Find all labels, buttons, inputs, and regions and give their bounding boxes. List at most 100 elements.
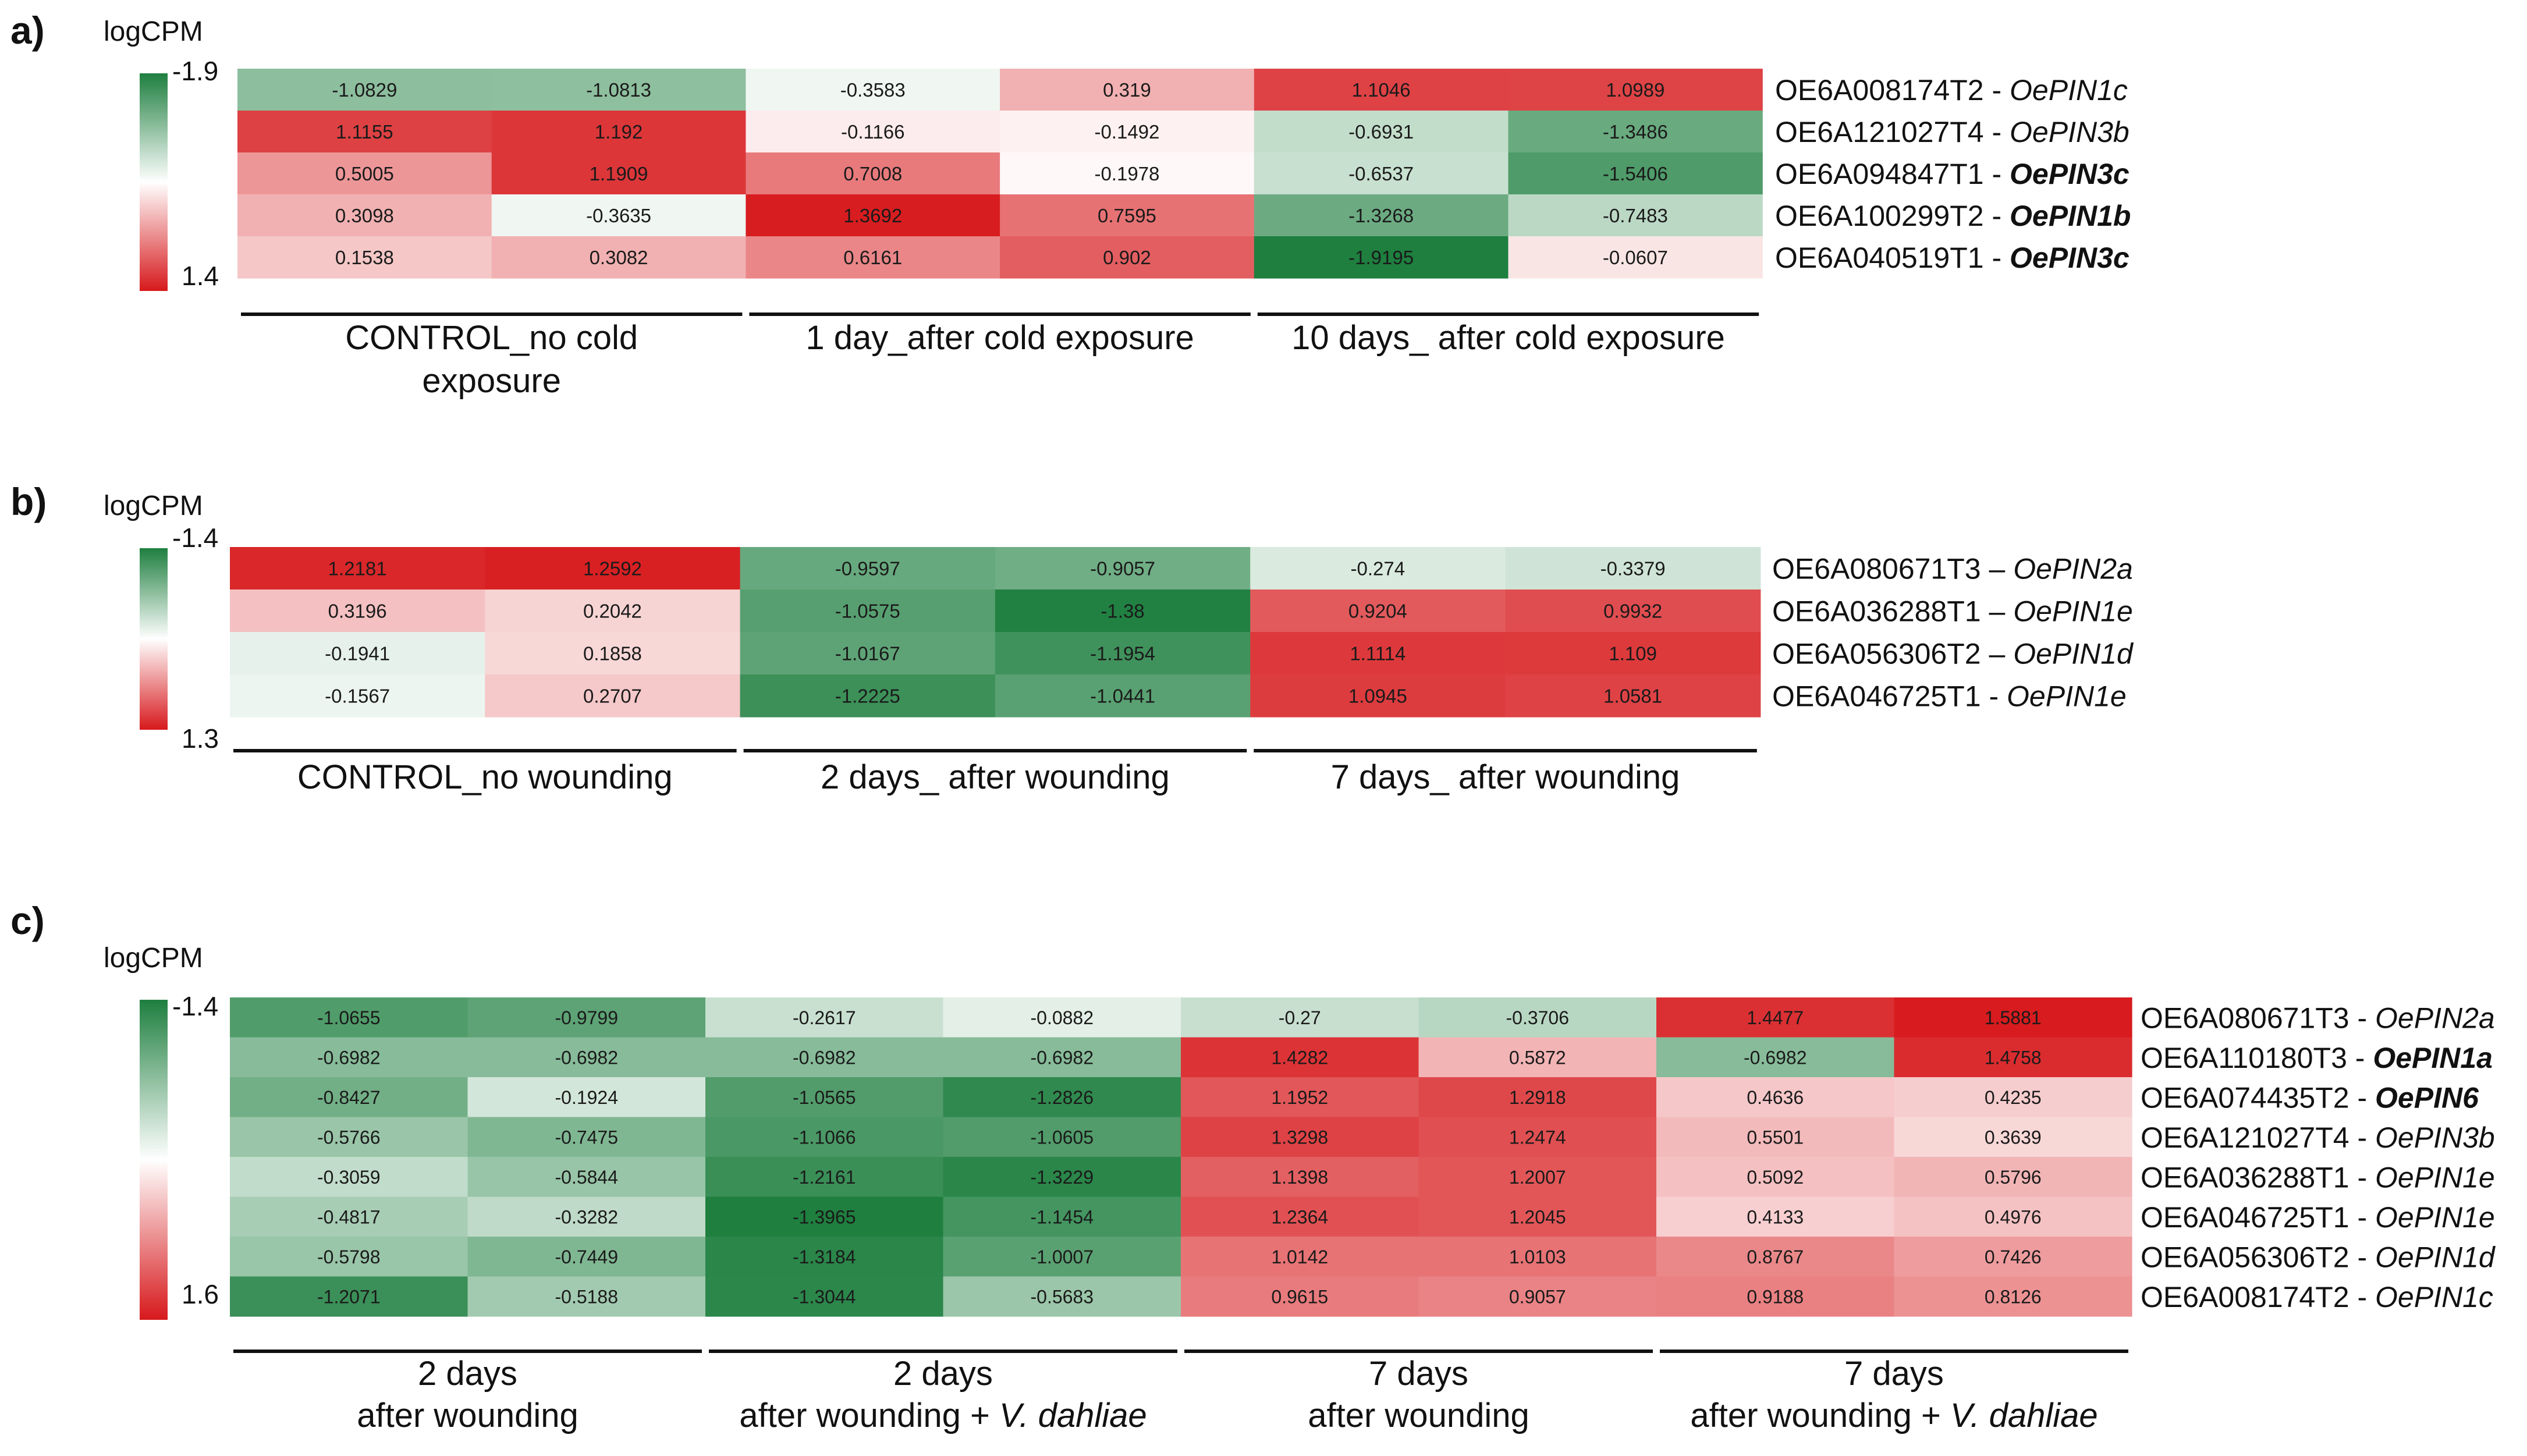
row-label: OE6A056306T2 - OePIN1d — [2141, 1241, 2496, 1273]
group-label: 10 days_ after cold exposure — [1291, 319, 1725, 357]
heatmap-cell — [1181, 1157, 1419, 1198]
cell-value-label: 0.4636 — [1747, 1087, 1804, 1108]
row-label: OE6A046725T1 - OePIN1e — [2141, 1201, 2495, 1234]
heatmap-cell — [1418, 1196, 1657, 1237]
cell-value-label: 0.9188 — [1747, 1286, 1804, 1307]
cell-value-label: -1.0565 — [793, 1087, 856, 1108]
heatmap-cell — [467, 1237, 706, 1277]
cell-value-label: 0.5796 — [1985, 1167, 2042, 1188]
group-label: 2 days — [418, 1355, 517, 1393]
cell-value-label: 1.3692 — [843, 205, 902, 226]
row-id: OE6A056306T2 – — [1772, 638, 2013, 670]
heatmap-cell — [1894, 1276, 2132, 1317]
heatmap-cell — [1505, 589, 1761, 633]
heatmap-cell — [943, 1077, 1181, 1118]
heatmap-cell — [467, 1037, 706, 1078]
cell-value-label: -1.0605 — [1030, 1127, 1094, 1148]
heatmap-cell — [1508, 152, 1763, 195]
heatmap-cell — [467, 1276, 706, 1317]
colorbar-title: logCPM — [104, 16, 203, 47]
heatmap-cell — [1250, 674, 1506, 718]
row-label: OE6A036288T1 - OePIN1e — [2141, 1161, 2495, 1194]
heatmap-cell — [1894, 997, 2132, 1038]
heatmap-cell — [230, 589, 485, 633]
panel-label: b) — [10, 480, 47, 523]
heatmap-cell — [705, 1237, 944, 1277]
cell-value-label: -0.0607 — [1603, 247, 1668, 268]
heatmap-cell — [485, 674, 741, 718]
row-gene-name: OePIN1d — [2375, 1241, 2496, 1273]
heatmap-cell — [1418, 1157, 1657, 1198]
row-gene-name: OePIN3c — [2010, 158, 2130, 190]
cell-value-label: 0.7008 — [843, 163, 902, 184]
heatmap-cell — [1656, 1196, 1895, 1237]
cell-value-label: 1.2045 — [1509, 1206, 1566, 1227]
cell-value-label: -1.3229 — [1030, 1167, 1094, 1188]
cell-value-label: -0.5844 — [555, 1167, 618, 1188]
heatmap-cell — [746, 69, 1000, 111]
cell-value-label: 0.4133 — [1747, 1206, 1804, 1227]
cell-value-label: -0.9799 — [555, 1007, 618, 1028]
cell-value-label: 0.8126 — [1985, 1286, 2042, 1307]
row-id: OE6A008174T2 - — [2141, 1281, 2375, 1313]
heatmap-cell — [740, 589, 996, 633]
heatmap-cell — [1894, 1196, 2132, 1237]
heatmap-cell — [740, 674, 996, 718]
heatmap-cell — [1894, 1117, 2132, 1157]
cell-value-label: -1.3184 — [793, 1247, 856, 1267]
cell-value-label: 0.9204 — [1348, 600, 1407, 622]
heatmap-cell — [230, 1276, 469, 1317]
cell-value-label: -0.1978 — [1094, 163, 1159, 184]
group-label: 2 days — [893, 1355, 993, 1393]
cell-value-label: -0.3583 — [840, 79, 906, 101]
row-id: OE6A121027T4 - — [1775, 116, 2010, 148]
row-gene-name: OePIN3c — [2010, 242, 2130, 274]
cell-value-label: 1.1046 — [1352, 79, 1411, 101]
cell-value-label: 0.3098 — [335, 205, 394, 226]
colorbar-max-label: 1.6 — [182, 1279, 219, 1309]
row-label: OE6A074435T2 - OePIN6 — [2141, 1081, 2479, 1114]
cell-value-label: -1.3965 — [793, 1206, 856, 1227]
cell-value-label: 1.1114 — [1350, 642, 1406, 664]
cell-value-label: -0.6982 — [1030, 1047, 1094, 1068]
heatmap-cell — [230, 1237, 469, 1277]
cell-value-label: 0.5005 — [335, 163, 394, 184]
row-id: OE6A110180T3 - — [2141, 1042, 2373, 1074]
heatmap-cell — [1000, 152, 1255, 195]
cell-value-label: -0.6931 — [1348, 121, 1414, 143]
row-gene-name: OePIN1c — [2375, 1281, 2493, 1313]
heatmap-cell — [1418, 1117, 1657, 1157]
row-id: OE6A008174T2 - — [1775, 74, 2010, 106]
cell-value-label: -1.1454 — [1030, 1206, 1094, 1227]
heatmap-cell — [705, 1077, 944, 1118]
heatmap-cell — [1505, 547, 1761, 590]
cell-value-label: -0.6982 — [317, 1047, 381, 1068]
species-name: V. dahliae — [1950, 1397, 2098, 1434]
row-label: OE6A121027T4 - OePIN3b — [1775, 116, 2130, 148]
cell-value-label: 0.5092 — [1747, 1167, 1804, 1188]
cell-value-label: -1.2161 — [793, 1167, 856, 1188]
heatmap-cell — [1181, 1077, 1419, 1118]
heatmap-cell — [1000, 111, 1255, 153]
heatmap-cell — [943, 997, 1181, 1038]
heatmap-cell — [485, 632, 741, 675]
row-label: OE6A080671T3 – OePIN2a — [1772, 553, 2133, 585]
cell-value-label: -1.1066 — [793, 1127, 856, 1148]
heatmap-cell — [943, 1117, 1181, 1157]
cell-value-label: -0.274 — [1351, 557, 1406, 579]
cell-value-label: -1.3486 — [1603, 121, 1668, 143]
colorbar-min-label: -1.4 — [172, 523, 218, 553]
heatmap-cell — [1181, 1237, 1419, 1277]
cell-value-label: 1.0989 — [1606, 79, 1664, 101]
cell-value-label: -1.0813 — [586, 79, 651, 101]
cell-value-label: -1.0167 — [835, 642, 900, 664]
heatmap-panel-3: c) logCPM -1.4 1.6 -1.0655 -0.9799 -0.2617 -0.0… — [10, 899, 2496, 1434]
heatmap-cell — [1181, 1196, 1419, 1237]
row-id: OE6A074435T2 - — [2141, 1081, 2375, 1114]
heatmap-cell — [1418, 1077, 1657, 1118]
heatmap-cell — [1656, 1157, 1895, 1198]
heatmap-cell — [943, 1237, 1181, 1277]
heatmap-cell — [943, 1276, 1181, 1317]
heatmap-cell — [1254, 152, 1509, 195]
heatmap-cell — [1181, 1037, 1419, 1078]
